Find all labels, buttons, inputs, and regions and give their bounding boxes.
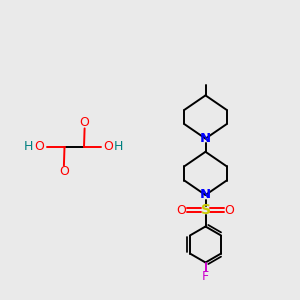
Text: H: H [114,140,124,154]
Text: O: O [225,203,234,217]
Text: N: N [200,188,211,202]
Text: O: O [177,203,186,217]
Text: O: O [80,116,89,129]
Text: S: S [200,203,211,217]
Text: H: H [24,140,33,154]
Text: F: F [202,270,209,283]
Text: N: N [200,132,211,145]
Text: O: O [103,140,113,154]
Text: O: O [35,140,44,154]
Text: O: O [59,165,69,178]
